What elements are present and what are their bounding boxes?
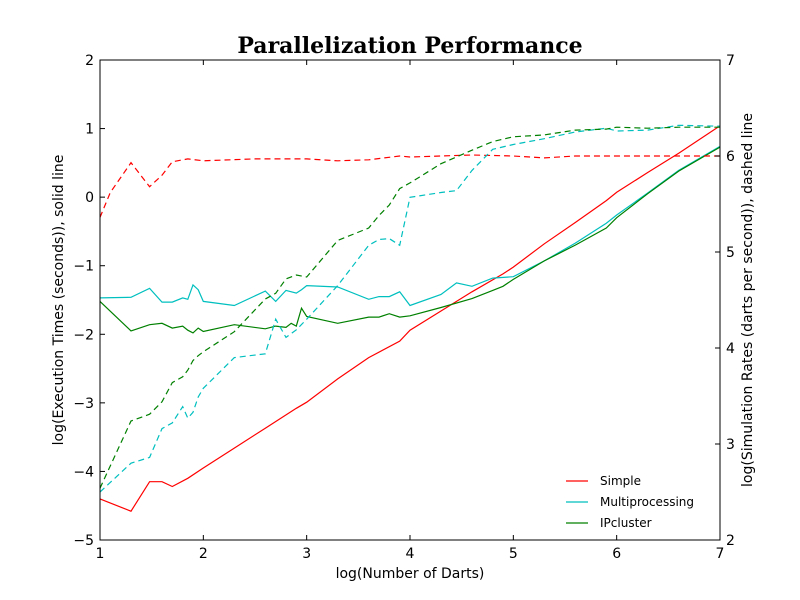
legend: Simple Multiprocessing IPcluster xyxy=(566,474,694,530)
y-tick-label-left: −3 xyxy=(73,396,94,412)
y-tick-label-right: 2 xyxy=(726,533,735,549)
series-line-rate-series-dashed-4 xyxy=(99,124,721,493)
legend-label-multiprocessing: Multiprocessing xyxy=(600,495,694,509)
y-tick-label-right: 7 xyxy=(726,53,735,69)
y-tick-label-left: −5 xyxy=(73,533,94,549)
plot-frame xyxy=(99,59,721,541)
x-tick-label: 6 xyxy=(612,546,621,562)
x-tick-label: 7 xyxy=(716,546,725,562)
series-line-multiprocessing xyxy=(99,145,721,307)
chart-title: Parallelization Performance xyxy=(237,33,582,59)
legend-label-simple: Simple xyxy=(600,474,641,488)
x-tick-label: 4 xyxy=(406,546,415,562)
y-axis-label-right: log(Simulation Rates (darts per second))… xyxy=(740,113,756,487)
y-tick-label-right: 5 xyxy=(726,245,735,261)
series-line-simple xyxy=(99,125,721,512)
y-tick-label-right: 3 xyxy=(726,437,735,453)
y-tick-label-right: 6 xyxy=(726,149,735,165)
x-axis-label: log(Number of Darts) xyxy=(336,566,485,582)
x-tick-label: 3 xyxy=(302,546,311,562)
y-tick-label-left: −4 xyxy=(73,464,94,480)
y-axis-label-left: log(Execution Times (seconds)), solid li… xyxy=(51,155,67,446)
x-tick-label: 2 xyxy=(199,546,208,562)
series-line-rate-series-dashed-5 xyxy=(99,126,720,489)
y-tick-label-left: −2 xyxy=(73,327,94,343)
series-line-rate-series-dashed-3 xyxy=(99,154,720,218)
y-tick-label-left: 2 xyxy=(85,53,94,69)
plot-lines xyxy=(99,124,721,512)
legend-label-ipcluster: IPcluster xyxy=(600,516,652,530)
x-tick-label: 1 xyxy=(96,546,105,562)
ticks: 1 2 3 4 5 6 7 −5 −4 −3 −2 −1 0 1 2 2 3 4 5 6 7 xyxy=(73,53,735,562)
y-tick-label-right: 4 xyxy=(726,341,735,357)
series-line-ipcluster xyxy=(99,146,721,334)
y-tick-label-left: −1 xyxy=(73,259,94,275)
y-tick-label-left: 0 xyxy=(85,190,94,206)
y-tick-label-left: 1 xyxy=(85,122,94,138)
x-tick-label: 5 xyxy=(509,546,518,562)
